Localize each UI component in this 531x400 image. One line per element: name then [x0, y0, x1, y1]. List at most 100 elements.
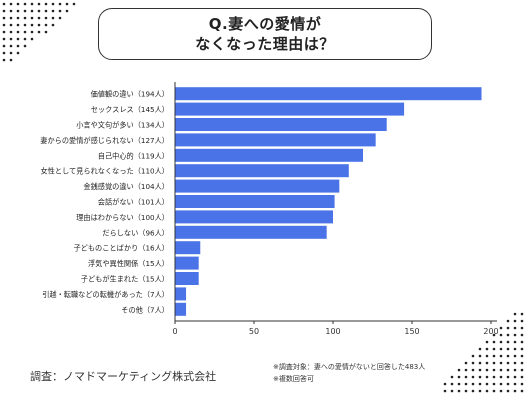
decor-dot	[23, 9, 27, 13]
decor-dot	[499, 389, 503, 393]
decor-dot	[16, 16, 20, 20]
decor-dot	[464, 375, 468, 379]
decor-dot	[471, 382, 475, 386]
decor-dot	[506, 382, 510, 386]
decor-dot	[2, 51, 6, 55]
decor-dot	[2, 44, 6, 48]
decor-dot	[506, 326, 510, 330]
decor-dot	[485, 375, 489, 379]
decor-dot	[51, 16, 55, 20]
decor-dot	[464, 361, 468, 365]
category-label: 子どものことばかり（16人）	[73, 244, 169, 253]
decor-dot	[58, 16, 62, 20]
decor-dot	[23, 30, 27, 34]
decor-dot	[485, 354, 489, 358]
decor-dot	[16, 51, 20, 55]
decor-dot	[2, 16, 6, 20]
decor-dot	[37, 9, 41, 13]
decor-dot	[72, 2, 76, 6]
title-box: Q.妻への愛情が なくなった理由は？	[98, 8, 432, 60]
decor-dot	[37, 30, 41, 34]
bar	[175, 225, 327, 239]
decor-dot	[9, 37, 13, 41]
decor-dot	[499, 340, 503, 344]
decor-dot	[16, 23, 20, 27]
decor-dot	[478, 347, 482, 351]
decor-dot	[450, 389, 454, 393]
decor-dot	[23, 16, 27, 20]
decor-dot	[44, 23, 48, 27]
decor-dot	[23, 37, 27, 41]
decor-dot	[16, 37, 20, 41]
decor-dot	[513, 333, 517, 337]
decor-dot	[492, 354, 496, 358]
bar	[175, 179, 340, 193]
decor-dot	[485, 361, 489, 365]
decor-dot	[499, 333, 503, 337]
decor-dot	[457, 375, 461, 379]
decor-dot	[44, 2, 48, 6]
decor-dot	[450, 375, 454, 379]
x-tick-label: 50	[249, 327, 259, 336]
decor-dot	[2, 9, 6, 13]
decor-dot	[485, 347, 489, 351]
decor-dot	[51, 2, 55, 6]
decor-dot	[471, 375, 475, 379]
bar	[175, 256, 199, 270]
decor-dot	[464, 389, 468, 393]
decor-dot	[485, 340, 489, 344]
decor-dot	[520, 361, 524, 365]
decor-dot	[513, 375, 517, 379]
decor-dot	[478, 361, 482, 365]
decor-dot	[30, 2, 34, 6]
category-label: セックスレス（145人）	[91, 105, 169, 114]
bar	[175, 133, 376, 147]
decor-dot	[443, 382, 447, 386]
bar	[175, 287, 187, 301]
decor-dot	[450, 382, 454, 386]
category-label: 金銭感覚の違い（104人）	[83, 182, 169, 191]
decor-dot	[485, 368, 489, 372]
decor-dot	[492, 340, 496, 344]
bar	[175, 195, 335, 208]
category-label: 自己中心的（119人）	[98, 151, 169, 160]
decor-dot	[464, 368, 468, 372]
decor-dot	[30, 37, 34, 41]
decor-dot	[457, 382, 461, 386]
decor-dot	[44, 16, 48, 20]
decor-dot	[513, 361, 517, 365]
decor-dot	[513, 354, 517, 358]
decor-dot	[506, 347, 510, 351]
category-label: 小言や文句が多い（134人）	[76, 121, 169, 130]
decor-dot	[65, 9, 69, 13]
decor-dot	[23, 2, 27, 6]
decor-dot	[492, 382, 496, 386]
decor-dot	[485, 389, 489, 393]
category-label: 理由はわからない（100人）	[76, 213, 169, 222]
decor-dot	[506, 361, 510, 365]
category-label: その他（7人）	[121, 305, 169, 314]
decor-dot	[520, 389, 524, 393]
decor-dot	[513, 389, 517, 393]
decor-dot	[506, 354, 510, 358]
decor-dot	[9, 30, 13, 34]
decor-dot	[520, 340, 524, 344]
decor-dot	[471, 361, 475, 365]
decor-dot	[471, 389, 475, 393]
decor-dot	[520, 326, 524, 330]
decor-dot	[23, 23, 27, 27]
bar	[175, 302, 187, 316]
decor-dot	[520, 382, 524, 386]
decor-dot	[492, 347, 496, 351]
bar	[175, 102, 405, 116]
decor-dot	[478, 375, 482, 379]
category-label: 価値観の違い（194人）	[91, 90, 169, 99]
decor-dot	[51, 23, 55, 27]
category-label: 浮気や異性関係（15人）	[88, 259, 169, 268]
decor-dot	[16, 2, 20, 6]
decor-dot	[23, 44, 27, 48]
decor-dot	[2, 30, 6, 34]
decor-dot	[30, 23, 34, 27]
bar	[175, 148, 364, 162]
x-tick-label: 100	[325, 327, 340, 336]
